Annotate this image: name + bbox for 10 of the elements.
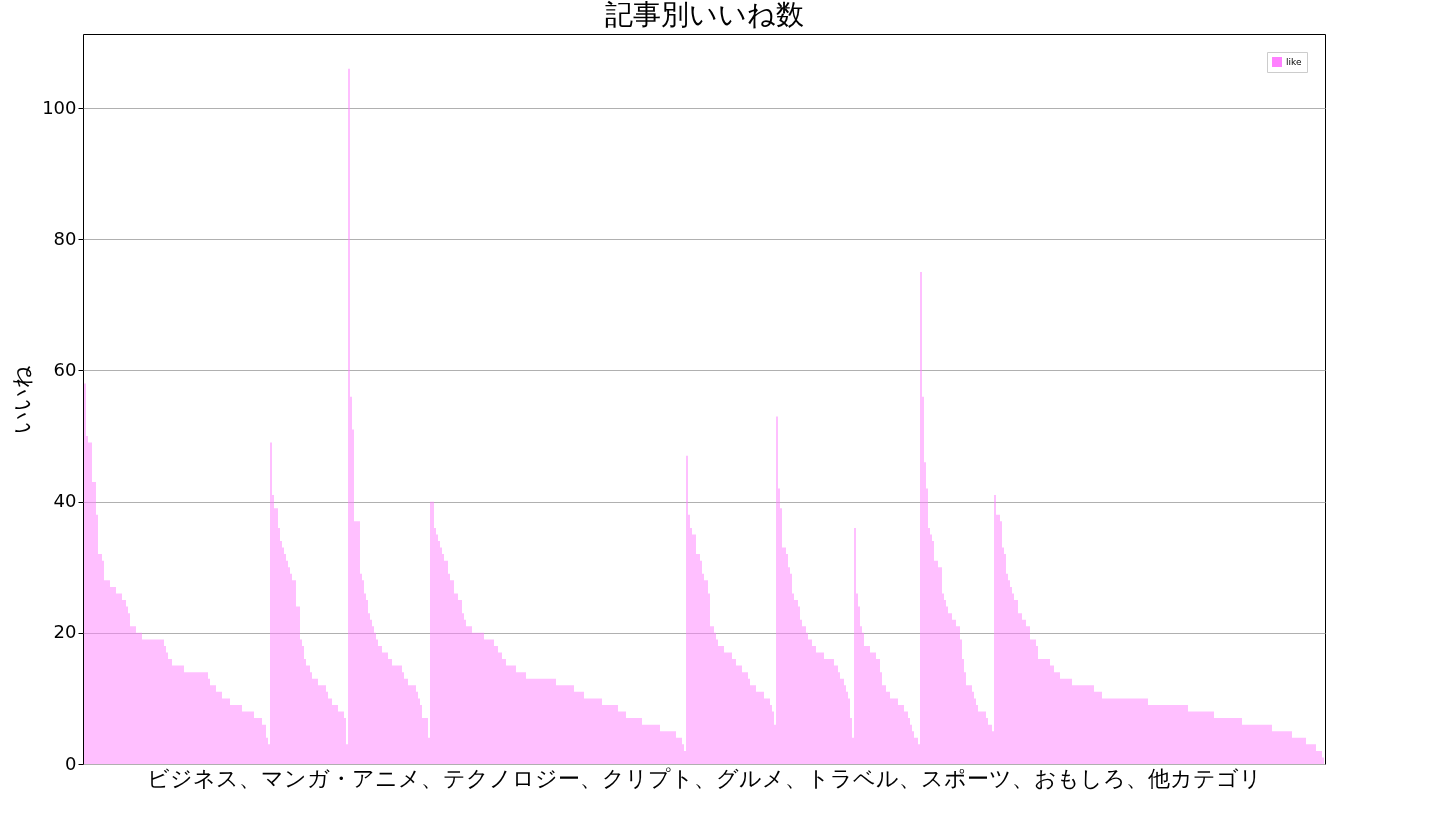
y-tick-label: 40 — [53, 490, 77, 512]
chart-title: 記事別いいね数 — [604, 0, 804, 31]
legend-label: like — [1286, 57, 1302, 67]
y-tick-label: 60 — [53, 358, 77, 380]
y-axis-title: いいね — [9, 365, 35, 434]
y-tick-label: 20 — [53, 621, 77, 643]
y-tick-label: 0 — [65, 752, 77, 774]
y-tick-label: 100 — [42, 96, 77, 118]
x-axis-title: ビジネス、マンガ・アニメ、テクノロジー、クリプト、グルメ、トラベル、スポーツ、おもしろ、他カテゴリ — [147, 765, 1262, 791]
y-tick-label: 80 — [53, 227, 77, 249]
